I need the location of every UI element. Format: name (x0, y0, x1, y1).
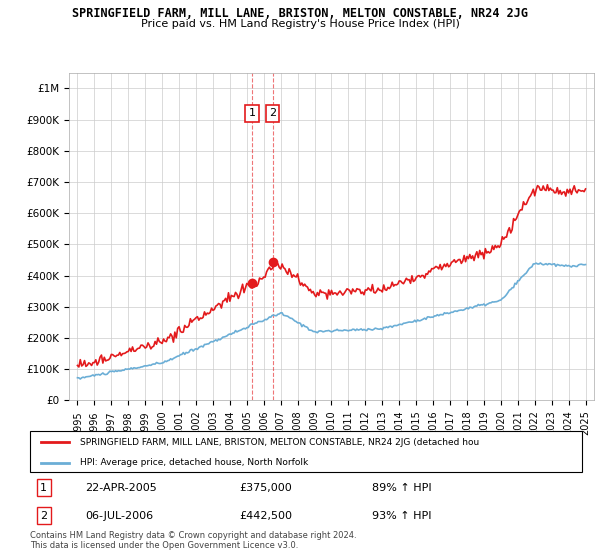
Text: HPI: Average price, detached house, North Norfolk: HPI: Average price, detached house, Nort… (80, 458, 308, 467)
Text: £442,500: £442,500 (240, 511, 293, 521)
Text: SPRINGFIELD FARM, MILL LANE, BRISTON, MELTON CONSTABLE, NR24 2JG: SPRINGFIELD FARM, MILL LANE, BRISTON, ME… (72, 7, 528, 20)
Text: Contains HM Land Registry data © Crown copyright and database right 2024.
This d: Contains HM Land Registry data © Crown c… (30, 531, 356, 550)
Text: 06-JUL-2006: 06-JUL-2006 (85, 511, 154, 521)
Text: SPRINGFIELD FARM, MILL LANE, BRISTON, MELTON CONSTABLE, NR24 2JG (detached hou: SPRINGFIELD FARM, MILL LANE, BRISTON, ME… (80, 438, 479, 447)
Text: 93% ↑ HPI: 93% ↑ HPI (372, 511, 432, 521)
Text: 1: 1 (248, 109, 256, 118)
Text: 89% ↑ HPI: 89% ↑ HPI (372, 483, 432, 493)
Text: £375,000: £375,000 (240, 483, 293, 493)
Text: 1: 1 (40, 483, 47, 493)
Text: 2: 2 (269, 109, 276, 118)
Text: Price paid vs. HM Land Registry's House Price Index (HPI): Price paid vs. HM Land Registry's House … (140, 19, 460, 29)
Text: 2: 2 (40, 511, 47, 521)
Text: 22-APR-2005: 22-APR-2005 (85, 483, 157, 493)
